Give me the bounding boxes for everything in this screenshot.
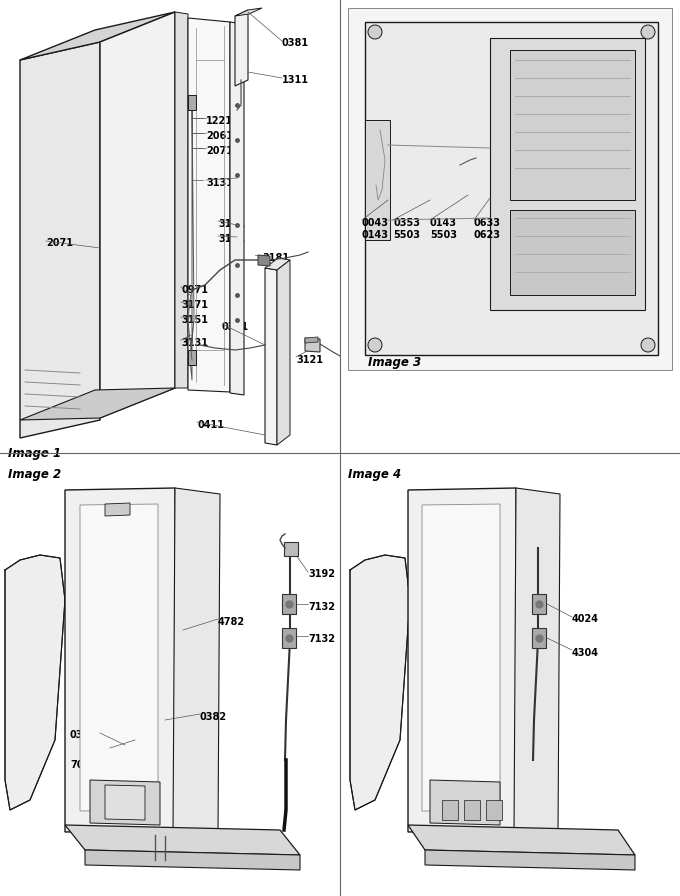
Text: 7042: 7042 xyxy=(110,745,137,755)
Polygon shape xyxy=(65,825,300,855)
Polygon shape xyxy=(235,8,262,16)
Text: 4782: 4782 xyxy=(218,617,245,627)
Polygon shape xyxy=(20,388,175,420)
Polygon shape xyxy=(235,10,248,86)
Polygon shape xyxy=(230,22,244,395)
Polygon shape xyxy=(365,120,390,240)
Text: 1311: 1311 xyxy=(282,75,309,85)
Polygon shape xyxy=(514,488,560,838)
Text: 3121: 3121 xyxy=(296,355,323,365)
Polygon shape xyxy=(422,504,500,811)
Polygon shape xyxy=(188,95,196,110)
Text: 0143: 0143 xyxy=(362,230,389,240)
Text: 3131: 3131 xyxy=(181,338,208,348)
Polygon shape xyxy=(65,488,175,832)
Polygon shape xyxy=(305,338,320,352)
Text: 3161: 3161 xyxy=(218,219,245,229)
Polygon shape xyxy=(425,850,635,870)
Polygon shape xyxy=(510,50,635,200)
Text: 2061: 2061 xyxy=(206,131,233,141)
Text: 0971: 0971 xyxy=(181,285,208,295)
Polygon shape xyxy=(188,18,230,392)
Text: 0143: 0143 xyxy=(430,218,457,228)
Text: 0382: 0382 xyxy=(70,730,97,740)
Text: 4304: 4304 xyxy=(572,648,599,658)
Polygon shape xyxy=(188,350,196,365)
Circle shape xyxy=(368,25,382,39)
Text: 3192: 3192 xyxy=(308,569,335,579)
Text: 0382: 0382 xyxy=(200,712,227,722)
Circle shape xyxy=(641,25,655,39)
Polygon shape xyxy=(20,12,175,60)
Text: 4024: 4024 xyxy=(572,614,599,624)
Circle shape xyxy=(368,338,382,352)
Text: 7132: 7132 xyxy=(308,602,335,612)
Polygon shape xyxy=(175,12,188,388)
Polygon shape xyxy=(532,594,546,614)
Text: 5503: 5503 xyxy=(393,230,420,240)
Polygon shape xyxy=(305,337,318,343)
Polygon shape xyxy=(442,800,458,820)
Polygon shape xyxy=(365,22,658,355)
Text: 0043: 0043 xyxy=(362,218,389,228)
Text: 0411: 0411 xyxy=(197,420,224,430)
Polygon shape xyxy=(90,780,160,825)
Polygon shape xyxy=(100,12,175,418)
Polygon shape xyxy=(430,780,500,825)
Polygon shape xyxy=(486,800,502,820)
Text: 0633: 0633 xyxy=(474,218,501,228)
Polygon shape xyxy=(490,38,645,310)
Text: 3141: 3141 xyxy=(218,234,245,244)
Text: Image 3: Image 3 xyxy=(368,356,421,369)
Polygon shape xyxy=(105,503,130,516)
Text: 2071: 2071 xyxy=(46,238,73,248)
Text: Image 2: Image 2 xyxy=(8,468,61,481)
Polygon shape xyxy=(510,210,635,295)
Text: 1221: 1221 xyxy=(206,116,233,126)
Text: 7022: 7022 xyxy=(70,760,97,770)
Text: Image 4: Image 4 xyxy=(348,468,401,481)
Text: 3151: 3151 xyxy=(181,315,208,325)
Polygon shape xyxy=(105,785,145,820)
Polygon shape xyxy=(282,594,296,614)
Text: 3131: 3131 xyxy=(206,178,233,188)
Text: 7132: 7132 xyxy=(308,634,335,644)
Polygon shape xyxy=(265,268,277,445)
Text: 5503: 5503 xyxy=(430,230,457,240)
Polygon shape xyxy=(85,850,300,870)
Polygon shape xyxy=(282,628,296,648)
Text: 0623: 0623 xyxy=(474,230,501,240)
Polygon shape xyxy=(5,555,65,810)
Text: 0381: 0381 xyxy=(282,38,309,48)
Text: 0353: 0353 xyxy=(393,218,420,228)
Polygon shape xyxy=(284,542,298,556)
Polygon shape xyxy=(265,258,290,270)
Polygon shape xyxy=(80,504,158,811)
Polygon shape xyxy=(532,628,546,648)
Polygon shape xyxy=(408,825,635,855)
Polygon shape xyxy=(173,488,220,838)
Text: 2071: 2071 xyxy=(206,146,233,156)
Polygon shape xyxy=(277,260,290,445)
Polygon shape xyxy=(258,255,270,266)
Text: 0381: 0381 xyxy=(222,322,249,332)
Polygon shape xyxy=(20,42,100,438)
Polygon shape xyxy=(348,8,672,370)
Text: 3181: 3181 xyxy=(262,253,289,263)
Polygon shape xyxy=(464,800,480,820)
Polygon shape xyxy=(408,488,516,832)
Text: Image 1: Image 1 xyxy=(8,447,61,460)
Text: 3171: 3171 xyxy=(181,300,208,310)
Circle shape xyxy=(641,338,655,352)
Polygon shape xyxy=(350,555,410,810)
